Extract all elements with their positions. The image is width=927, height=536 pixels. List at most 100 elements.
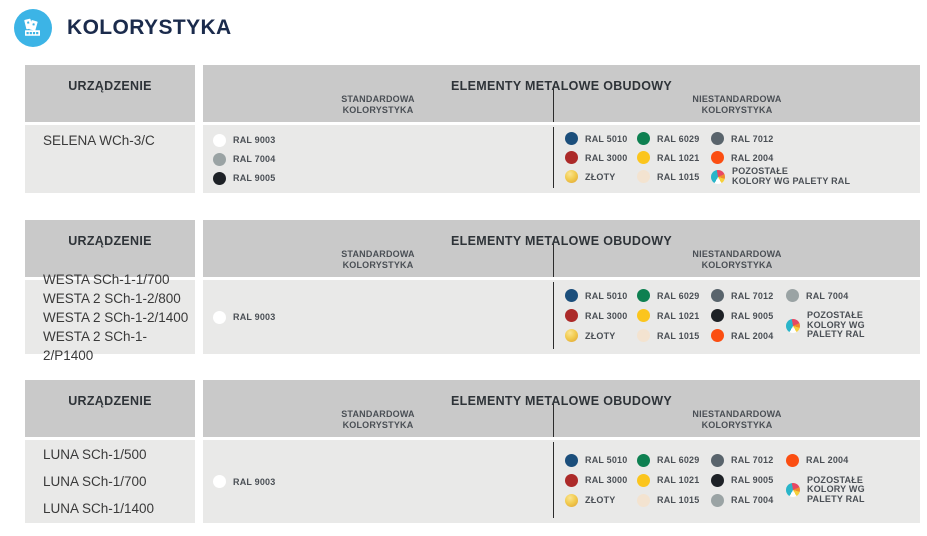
color-dot <box>637 493 650 507</box>
standard-colors-subheader: STANDARDOWA KOLORYSTYKA <box>341 94 415 115</box>
device-name: LUNA SCh-1/1400 <box>43 501 155 516</box>
header-divider-line <box>553 404 554 437</box>
color-dot <box>637 151 650 164</box>
color-dot <box>565 473 578 487</box>
device-header-cell: URZĄDZENIE <box>25 65 195 122</box>
metal-elements-header-cell: ELEMENTY METALOWE OBUDOWY STANDARDOWA KO… <box>203 380 920 437</box>
nonstandard-swatches: RAL 5010 RAL 3000 ZŁOTY <box>553 282 920 349</box>
swatch-zloty: ZŁOTY <box>565 490 637 510</box>
swatch-ral-2004: RAL 2004 <box>786 450 865 470</box>
swatch-ral-6029: RAL 6029 <box>637 129 711 148</box>
table-data-row: WESTA SCh-1-1/700 WESTA 2 SCh-1-2/800 WE… <box>25 272 920 363</box>
swatch-ral-1015: RAL 1015 <box>637 326 711 346</box>
swatch-ral-9003: RAL 9003 <box>213 307 543 327</box>
device-name: WESTA 2 SCh-1-2/P1400 <box>43 328 148 363</box>
device-header-cell: URZĄDZENIE <box>25 220 195 277</box>
device-name: LUNA SCh-1/500 <box>43 447 147 462</box>
nonstandard-colors-subheader: NIESTANDARDOWA KOLORYSTYKA <box>692 94 782 115</box>
nonstandard-colors-subheader: NIESTANDARDOWA KOLORYSTYKA <box>692 409 782 430</box>
metal-elements-header-cell: ELEMENTY METALOWE OBUDOWY STANDARDOWA KO… <box>203 220 920 277</box>
color-dot <box>637 473 650 487</box>
color-dot <box>565 132 578 145</box>
color-dot <box>637 309 650 322</box>
color-table-westa: URZĄDZENIE ELEMENTY METALOWE OBUDOWY STA… <box>25 220 920 363</box>
swatch-zloty: ZŁOTY <box>565 167 637 186</box>
swatch-column: RAL 7012 RAL 9005 RAL 7004 <box>711 450 786 510</box>
swatch-ral-9005: RAL 9005 <box>711 470 786 490</box>
palette-icon <box>14 9 52 47</box>
swatch-ral-6029: RAL 6029 <box>637 286 711 306</box>
color-dot <box>213 171 226 185</box>
color-table-luna: URZĄDZENIE ELEMENTY METALOWE OBUDOWY STA… <box>25 380 920 523</box>
device-header-cell: URZĄDZENIE <box>25 380 195 437</box>
color-dot <box>637 132 650 145</box>
swatch-grid: RAL 5010 RAL 3000 ZŁOTY <box>565 129 850 186</box>
swatch-ral-1015: RAL 1015 <box>637 167 711 186</box>
swatch-other-ral-colors: POZOSTAŁE KOLORY WG PALETY RAL <box>711 166 850 186</box>
device-name-cell: LUNA SCh-1/500 LUNA SCh-1/700 LUNA SCh-1… <box>25 440 195 523</box>
swatch-column: RAL 6029 RAL 1021 RAL 1015 <box>637 129 711 186</box>
swatch-ral-2004: RAL 2004 <box>711 326 786 346</box>
swatch-column: RAL 5010 RAL 3000 ZŁOTY <box>565 286 637 346</box>
color-dot <box>637 289 650 302</box>
swatch-other-ral-colors: POZOSTAŁE KOLORY WG PALETY RAL <box>786 470 865 510</box>
swatch-zloty: ZŁOTY <box>565 326 637 346</box>
color-dot <box>711 289 724 302</box>
standard-swatches: RAL 9003 <box>213 280 543 354</box>
color-dot <box>786 289 799 302</box>
swatch-ral-9003: RAL 9003 <box>213 131 543 150</box>
device-header-label: URZĄDZENIE <box>68 234 152 248</box>
swatch-ral-9003: RAL 9003 <box>213 472 543 492</box>
color-dot <box>711 473 724 487</box>
swatch-column: RAL 7004 POZOSTAŁE KOLORY WG PALETY RAL <box>786 286 865 346</box>
color-table-selena: URZĄDZENIE ELEMENTY METALOWE OBUDOWY STA… <box>25 65 920 193</box>
swatch-ral-3000: RAL 3000 <box>565 470 637 490</box>
swatch-ral-7012: RAL 7012 <box>711 286 786 306</box>
table-header-row: URZĄDZENIE ELEMENTY METALOWE OBUDOWY STA… <box>25 65 920 122</box>
color-dot <box>637 329 650 342</box>
color-dot <box>565 289 578 302</box>
swatch-ral-3000: RAL 3000 <box>565 306 637 326</box>
standard-swatches: RAL 9003 <box>213 440 543 523</box>
swatch-ral-1021: RAL 1021 <box>637 148 711 167</box>
swatch-ral-1021: RAL 1021 <box>637 470 711 490</box>
swatch-cell: RAL 9003 RAL 5010 RAL 3000 <box>203 280 920 354</box>
swatch-ral-2004: RAL 2004 <box>711 148 786 167</box>
swatch-ral-9005: RAL 9005 <box>213 169 543 188</box>
swatch-ral-7012: RAL 7012 <box>711 129 786 148</box>
swatch-ral-7004: RAL 7004 <box>213 150 543 169</box>
table-data-row: SELENA WCh-3/C RAL 9003 RAL 7004 RAL 900… <box>25 125 920 193</box>
device-name: WESTA 2 SCh-1-2/1400 <box>43 309 189 325</box>
header-divider-line <box>553 89 554 122</box>
header-divider-line <box>553 244 554 277</box>
color-dot <box>565 329 578 342</box>
swatch-grid: RAL 5010 RAL 3000 ZŁOTY <box>565 286 865 346</box>
swatch-fan-glyph <box>24 18 40 36</box>
standard-swatches: RAL 9003 RAL 7004 RAL 9005 <box>213 125 543 193</box>
swatch-ral-6029: RAL 6029 <box>637 450 711 470</box>
swatch-ral-9005: RAL 9005 <box>711 306 786 326</box>
swatch-ral-3000: RAL 3000 <box>565 148 637 167</box>
swatch-ral-7012: RAL 7012 <box>711 450 786 470</box>
swatch-column: RAL 5010 RAL 3000 ZŁOTY <box>565 450 637 510</box>
color-dot <box>565 453 578 467</box>
swatch-cell: RAL 9003 RAL 5010 RAL 3000 <box>203 440 920 523</box>
swatch-column: RAL 7012 RAL 2004 POZOSTAŁE KOLORY WG PA… <box>711 129 850 186</box>
ral-palette-icon <box>711 169 725 184</box>
standard-colors-subheader: STANDARDOWA KOLORYSTYKA <box>341 249 415 270</box>
nonstandard-swatches: RAL 5010 RAL 3000 ZŁOTY <box>553 442 920 518</box>
swatch-column: RAL 7012 RAL 9005 RAL 2004 <box>711 286 786 346</box>
ral-palette-icon <box>786 318 800 333</box>
nonstandard-colors-subheader: NIESTANDARDOWA KOLORYSTYKA <box>692 249 782 270</box>
color-dot <box>711 329 724 342</box>
swatch-ral-7004: RAL 7004 <box>711 490 786 510</box>
metal-elements-header-label: ELEMENTY METALOWE OBUDOWY <box>451 79 672 93</box>
table-header-row: URZĄDZENIE ELEMENTY METALOWE OBUDOWY STA… <box>25 220 920 277</box>
color-dot <box>565 309 578 322</box>
page-title: KOLORYSTYKA <box>67 16 232 39</box>
ral-palette-icon <box>786 483 800 497</box>
device-name: LUNA SCh-1/700 <box>43 474 147 489</box>
color-dot <box>213 152 226 166</box>
color-dot <box>565 170 578 183</box>
color-dot <box>711 309 724 322</box>
